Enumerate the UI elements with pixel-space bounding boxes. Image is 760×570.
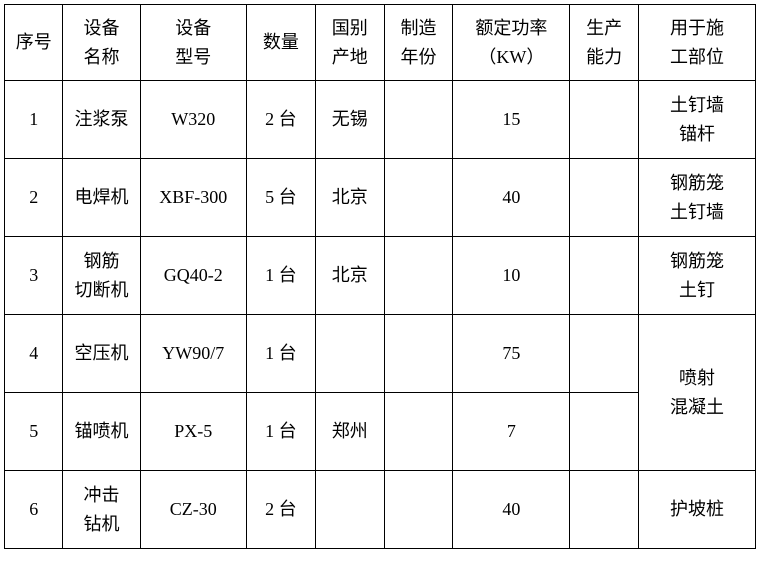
table-row: 2 电焊机 XBF-300 5 台 北京 40 钢筋笼土钉墙 bbox=[5, 159, 756, 237]
cell-qty: 5 台 bbox=[246, 159, 315, 237]
cell-year bbox=[384, 471, 453, 549]
cell-capacity bbox=[570, 393, 639, 471]
cell-model: GQ40-2 bbox=[140, 237, 246, 315]
col-header-qty: 数量 bbox=[246, 5, 315, 81]
cell-power: 7 bbox=[453, 393, 570, 471]
cell-power: 40 bbox=[453, 471, 570, 549]
col-header-year: 制造年份 bbox=[384, 5, 453, 81]
cell-capacity bbox=[570, 315, 639, 393]
cell-origin: 北京 bbox=[315, 237, 384, 315]
cell-power: 10 bbox=[453, 237, 570, 315]
cell-name: 电焊机 bbox=[63, 159, 140, 237]
cell-model: CZ-30 bbox=[140, 471, 246, 549]
table-row: 4 空压机 YW90/7 1 台 75 喷射混凝土 bbox=[5, 315, 756, 393]
col-header-name: 设备名称 bbox=[63, 5, 140, 81]
col-header-power: 额定功率（KW） bbox=[453, 5, 570, 81]
cell-year bbox=[384, 315, 453, 393]
cell-origin: 郑州 bbox=[315, 393, 384, 471]
cell-capacity bbox=[570, 471, 639, 549]
cell-usage-merged: 喷射混凝土 bbox=[639, 315, 756, 471]
cell-year bbox=[384, 393, 453, 471]
table-header-row: 序号 设备名称 设备型号 数量 国别产地 制造年份 额定功率（KW） 生产能力 … bbox=[5, 5, 756, 81]
cell-capacity bbox=[570, 81, 639, 159]
table-row: 6 冲击钻机 CZ-30 2 台 40 护坡桩 bbox=[5, 471, 756, 549]
table-row: 3 钢筋切断机 GQ40-2 1 台 北京 10 钢筋笼土钉 bbox=[5, 237, 756, 315]
cell-model: W320 bbox=[140, 81, 246, 159]
col-header-model: 设备型号 bbox=[140, 5, 246, 81]
cell-seq: 5 bbox=[5, 393, 63, 471]
col-header-capacity: 生产能力 bbox=[570, 5, 639, 81]
cell-seq: 3 bbox=[5, 237, 63, 315]
cell-origin bbox=[315, 471, 384, 549]
cell-model: YW90/7 bbox=[140, 315, 246, 393]
cell-power: 40 bbox=[453, 159, 570, 237]
cell-origin: 北京 bbox=[315, 159, 384, 237]
cell-seq: 1 bbox=[5, 81, 63, 159]
cell-name: 注浆泵 bbox=[63, 81, 140, 159]
cell-seq: 2 bbox=[5, 159, 63, 237]
table-row: 1 注浆泵 W320 2 台 无锡 15 土钉墙锚杆 bbox=[5, 81, 756, 159]
cell-year bbox=[384, 159, 453, 237]
cell-seq: 6 bbox=[5, 471, 63, 549]
cell-seq: 4 bbox=[5, 315, 63, 393]
cell-origin bbox=[315, 315, 384, 393]
cell-qty: 2 台 bbox=[246, 81, 315, 159]
col-header-origin: 国别产地 bbox=[315, 5, 384, 81]
cell-name: 钢筋切断机 bbox=[63, 237, 140, 315]
cell-capacity bbox=[570, 237, 639, 315]
cell-qty: 1 台 bbox=[246, 315, 315, 393]
cell-name: 冲击钻机 bbox=[63, 471, 140, 549]
cell-name: 空压机 bbox=[63, 315, 140, 393]
cell-origin: 无锡 bbox=[315, 81, 384, 159]
cell-qty: 1 台 bbox=[246, 237, 315, 315]
cell-usage: 钢筋笼土钉墙 bbox=[639, 159, 756, 237]
cell-power: 15 bbox=[453, 81, 570, 159]
col-header-usage: 用于施工部位 bbox=[639, 5, 756, 81]
cell-year bbox=[384, 237, 453, 315]
cell-qty: 2 台 bbox=[246, 471, 315, 549]
cell-year bbox=[384, 81, 453, 159]
cell-model: PX-5 bbox=[140, 393, 246, 471]
cell-name: 锚喷机 bbox=[63, 393, 140, 471]
col-header-seq: 序号 bbox=[5, 5, 63, 81]
equipment-table: 序号 设备名称 设备型号 数量 国别产地 制造年份 额定功率（KW） 生产能力 … bbox=[4, 4, 756, 549]
cell-qty: 1 台 bbox=[246, 393, 315, 471]
cell-usage: 土钉墙锚杆 bbox=[639, 81, 756, 159]
cell-usage: 钢筋笼土钉 bbox=[639, 237, 756, 315]
cell-usage: 护坡桩 bbox=[639, 471, 756, 549]
cell-model: XBF-300 bbox=[140, 159, 246, 237]
cell-power: 75 bbox=[453, 315, 570, 393]
cell-capacity bbox=[570, 159, 639, 237]
